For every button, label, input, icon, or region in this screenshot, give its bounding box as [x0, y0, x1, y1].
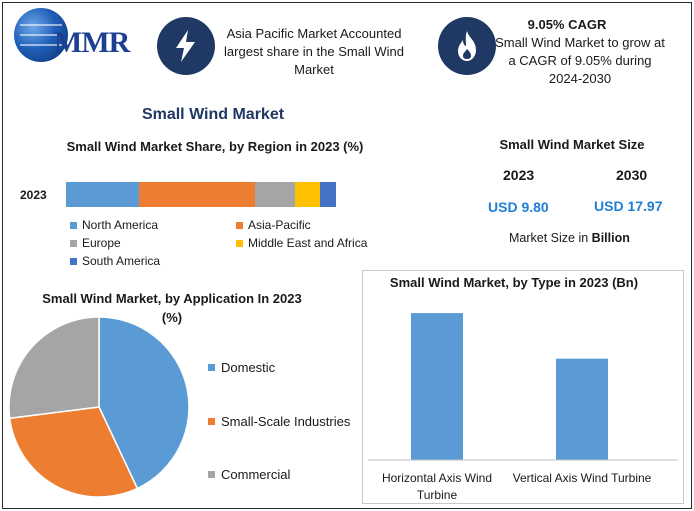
legend-label: Commercial [221, 467, 291, 482]
legend-label: North America [82, 218, 159, 232]
legend-label: Domestic [221, 360, 276, 375]
region-legend-asia-pacific: Asia-Pacific [236, 218, 311, 232]
legend-swatch [208, 471, 215, 478]
type-bar-vertical-axis-wind-turbine [556, 358, 608, 460]
region-legend-south-america: South America [70, 254, 160, 268]
type-category-label: Vertical Axis Wind Turbine [512, 471, 652, 485]
legend-label: South America [82, 254, 161, 268]
region-bar-north-america [66, 182, 139, 207]
application-legend-domestic: Domestic [208, 360, 275, 375]
region-bar-south-america [319, 182, 336, 207]
pie-slice-domestic [98, 316, 190, 490]
type-bar-chart [368, 313, 678, 461]
region-bar-asia-pacific [138, 182, 255, 207]
legend-swatch [70, 257, 77, 265]
market-size-note-unit: Billion [591, 231, 630, 245]
cagr-heading: 9.05% CAGR [527, 17, 607, 32]
market-size-note-prefix: Market Size in [509, 231, 592, 245]
market-size-value-2023: USD 9.80 [488, 199, 549, 215]
page-title: Small Wind Market [141, 106, 285, 123]
pie-slice-small-scale-industries [8, 406, 139, 498]
legend-swatch [70, 221, 77, 229]
application-pie-chart [8, 316, 190, 498]
region-legend-north-america: North America [70, 218, 158, 232]
region-bar-europe [254, 182, 296, 207]
legend-swatch [236, 239, 243, 247]
legend-swatch [208, 418, 215, 425]
region-bar-middle-east-and-africa [295, 182, 320, 207]
application-legend-small-scale-industries: Small-Scale Industries [208, 414, 350, 429]
cagr-text: Small Wind Market to grow at a CAGR of 9… [495, 35, 665, 86]
legend-label: Asia-Pacific [248, 218, 311, 232]
type-chart-title: Small Wind Market, by Type in 2023 (Bn) [389, 275, 639, 290]
market-size-year-2023: 2023 [503, 167, 535, 183]
region-chart-title: Small Wind Market Share, by Region in 20… [66, 139, 364, 154]
market-size-value-2030: USD 17.97 [594, 198, 663, 214]
legend-swatch [236, 221, 243, 229]
market-size-year-2030: 2030 [616, 167, 648, 183]
region-legend-europe: Europe [70, 236, 121, 250]
market-size-title: Small Wind Market Size [499, 137, 645, 152]
lightning-icon [157, 17, 215, 75]
logo-text: MMR [54, 26, 130, 59]
legend-label: Europe [82, 236, 121, 250]
highlight-cagr: 9.05% CAGR Small Wind Market to grow at … [492, 16, 668, 88]
highlight-asia-pacific: Asia Pacific Market Accounted largest sh… [224, 26, 404, 77]
legend-swatch [208, 364, 215, 371]
application-chart-title: Small Wind Market, by Application In 202… [42, 291, 302, 325]
globe-icon [14, 8, 68, 62]
type-chart-panel [362, 270, 684, 504]
type-bar-horizontal-axis-wind-turbine [411, 313, 463, 460]
region-bar-year-label: 2023 [20, 188, 47, 202]
type-category-label: Horizontal Axis Wind Turbine [381, 471, 493, 502]
legend-label: Middle East and Africa [248, 236, 368, 250]
application-legend-commercial: Commercial [208, 467, 290, 482]
mmr-logo: MMR [14, 8, 144, 64]
legend-swatch [70, 239, 77, 247]
market-size-unit-note: Market Size in Billion [509, 231, 630, 245]
legend-label: Small-Scale Industries [221, 414, 351, 429]
region-stacked-bar [66, 182, 336, 207]
region-legend-middle-east-and-africa: Middle East and Africa [236, 236, 367, 250]
flame-icon [438, 17, 496, 75]
pie-slice-commercial [8, 316, 100, 420]
